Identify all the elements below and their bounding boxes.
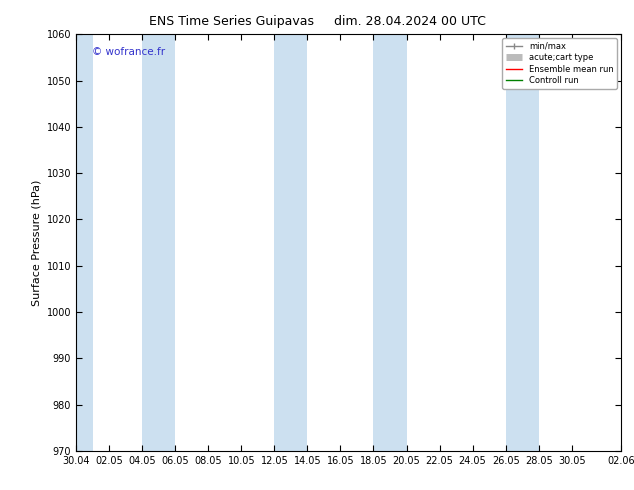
Bar: [76, 34, 93, 451]
Bar: [373, 34, 406, 451]
Text: © wofrance.fr: © wofrance.fr: [93, 47, 165, 57]
Bar: [142, 34, 175, 451]
Y-axis label: Surface Pressure (hPa): Surface Pressure (hPa): [31, 179, 41, 306]
Legend: min/max, acute;cart type, Ensemble mean run, Controll run: min/max, acute;cart type, Ensemble mean …: [502, 39, 617, 89]
Bar: [506, 34, 539, 451]
Bar: [275, 34, 307, 451]
Text: ENS Time Series Guipavas     dim. 28.04.2024 00 UTC: ENS Time Series Guipavas dim. 28.04.2024…: [148, 15, 486, 28]
